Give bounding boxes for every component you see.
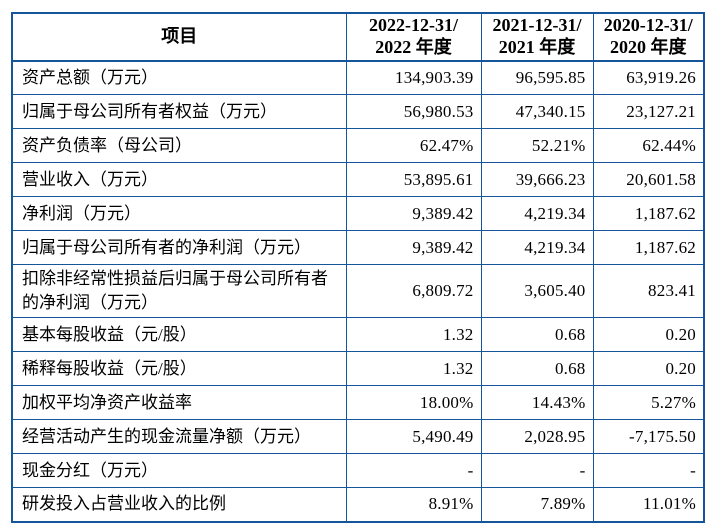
value-cell: 0.20 [592,317,705,352]
row-label: 净利润（万元） [11,196,347,232]
value-cell: 18.00% [345,385,482,420]
value-cell: - [592,453,705,488]
row-label: 加权平均净资产收益率 [11,385,347,420]
value-cell: 5.27% [592,385,705,420]
value-cell: 62.44% [592,128,705,164]
value-cell: - [480,453,594,488]
row-label: 现金分红（万元） [11,453,347,488]
row-label: 经营活动产生的现金流量净额（万元） [11,419,347,454]
value-cell: 134,903.39 [345,60,482,96]
table-row-cash-dividend: 现金分红（万元） - - - [11,453,705,488]
table-row-diluted-eps: 稀释每股收益（元/股） 1.32 0.68 0.20 [11,351,705,386]
value-cell: 11.01% [592,487,705,522]
table-row-net-profit: 净利润（万元） 9,389.42 4,219.34 1,187.62 [11,196,705,232]
value-cell: 53,895.61 [345,162,482,198]
value-cell: 6,809.72 [345,264,482,318]
value-cell: 823.41 [592,264,705,318]
financial-table-container: 项目 2022-12-31/ 2022 年度 2021-12-31/ 2021 … [11,12,705,523]
table-header-row: 项目 2022-12-31/ 2022 年度 2021-12-31/ 2021 … [11,12,705,62]
value-cell: 20,601.58 [592,162,705,198]
value-cell: 4,219.34 [480,230,594,266]
row-label: 稀释每股收益（元/股） [11,351,347,386]
value-cell: 39,666.23 [480,162,594,198]
value-cell: 0.68 [480,317,594,352]
value-cell: 2,028.95 [480,419,594,454]
value-cell: -7,175.50 [592,419,705,454]
row-label: 归属于母公司所有者权益（万元） [11,94,347,130]
value-cell: 1.32 [345,317,482,352]
value-cell: - [345,453,482,488]
row-label: 资产负债率（母公司） [11,128,347,164]
header-item: 项目 [11,12,347,62]
table-row-weighted-roe: 加权平均净资产收益率 18.00% 14.43% 5.27% [11,385,705,420]
value-cell: 63,919.26 [592,60,705,96]
row-label: 营业收入（万元） [11,162,347,198]
value-cell: 5,490.49 [345,419,482,454]
value-cell: 96,595.85 [480,60,594,96]
table-row-rd-ratio: 研发投入占营业收入的比例 8.91% 7.89% 11.01% [11,487,705,522]
value-cell: 8.91% [345,487,482,522]
header-period-2020: 2020-12-31/ 2020 年度 [592,12,705,62]
value-cell: 7.89% [480,487,594,522]
header-period-2021: 2021-12-31/ 2021 年度 [480,12,594,62]
table-row-parent-equity: 归属于母公司所有者权益（万元） 56,980.53 47,340.15 23,1… [11,94,705,130]
table-row-parent-net-profit: 归属于母公司所有者的净利润（万元） 9,389.42 4,219.34 1,18… [11,230,705,266]
value-cell: 1,187.62 [592,230,705,266]
value-cell: 3,605.40 [480,264,594,318]
table-row-debt-ratio: 资产负债率（母公司） 62.47% 52.21% 62.44% [11,128,705,164]
table-row-deducted-net-profit: 扣除非经常性损益后归属于母公司所有者的净利润（万元） 6,809.72 3,60… [11,264,705,318]
value-cell: 9,389.42 [345,230,482,266]
row-label: 基本每股收益（元/股） [11,317,347,352]
value-cell: 14.43% [480,385,594,420]
value-cell: 23,127.21 [592,94,705,130]
value-cell: 52.21% [480,128,594,164]
value-cell: 9,389.42 [345,196,482,232]
row-label: 扣除非经常性损益后归属于母公司所有者的净利润（万元） [11,264,347,318]
table-row-basic-eps: 基本每股收益（元/股） 1.32 0.68 0.20 [11,317,705,352]
value-cell: 1.32 [345,351,482,386]
value-cell: 56,980.53 [345,94,482,130]
table-row-operating-cash-flow: 经营活动产生的现金流量净额（万元） 5,490.49 2,028.95 -7,1… [11,419,705,454]
row-label: 归属于母公司所有者的净利润（万元） [11,230,347,266]
financial-indicators-table: 项目 2022-12-31/ 2022 年度 2021-12-31/ 2021 … [11,12,705,523]
value-cell: 62.47% [345,128,482,164]
value-cell: 0.20 [592,351,705,386]
header-period-2022: 2022-12-31/ 2022 年度 [345,12,482,62]
value-cell: 47,340.15 [480,94,594,130]
table-row-revenue: 营业收入（万元） 53,895.61 39,666.23 20,601.58 [11,162,705,198]
value-cell: 0.68 [480,351,594,386]
row-label: 资产总额（万元） [11,60,347,96]
table-row-total-assets: 资产总额（万元） 134,903.39 96,595.85 63,919.26 [11,60,705,96]
row-label: 研发投入占营业收入的比例 [11,487,347,522]
value-cell: 1,187.62 [592,196,705,232]
value-cell: 4,219.34 [480,196,594,232]
